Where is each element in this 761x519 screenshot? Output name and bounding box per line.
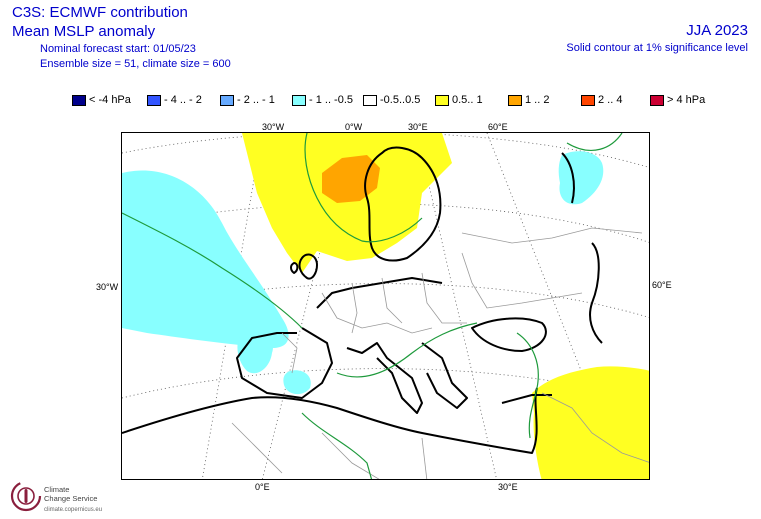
legend-item-minus2-minus1: - 2 .. - 1	[220, 94, 275, 108]
legend-swatch	[508, 94, 522, 106]
legend-swatch	[363, 94, 377, 106]
legend-item-2-4: 2 .. 4	[581, 94, 622, 108]
legend-swatch	[147, 94, 161, 106]
grid-label-top-30e: 30°E	[408, 122, 428, 132]
title-line-1: C3S: ECMWF contribution	[12, 4, 188, 21]
legend-item-05-1: 0.5.. 1	[435, 94, 483, 108]
significance-contour	[304, 133, 423, 243]
legend-label: > 4 hPa	[667, 94, 706, 107]
coastlines	[122, 146, 603, 454]
significance-note: Solid contour at 1% significance level	[566, 42, 748, 54]
legend-item-gt-4: > 4 hPa	[650, 94, 705, 108]
legend-label: - 2 .. - 1	[237, 94, 275, 107]
legend-swatch	[72, 94, 86, 106]
significance-contours	[122, 133, 623, 479]
legend-label: < -4 hPa	[89, 94, 131, 107]
ireland-coast	[290, 262, 299, 274]
legend-item-minus4-minus2: - 4 .. - 2	[147, 94, 202, 108]
positive-anomaly-region-middle-east	[532, 366, 649, 479]
c3s-logo-icon	[10, 480, 42, 512]
north-africa-coast	[122, 387, 538, 454]
legend-item-1-2: 1 .. 2	[508, 94, 549, 108]
legend-item-neutral: -0.5..0.5	[363, 94, 420, 108]
legend-swatch	[650, 94, 664, 106]
legend-item-minus1-minus05: - 1 .. -0.5	[292, 94, 353, 108]
legend-swatch	[220, 94, 234, 106]
border-line	[421, 272, 467, 324]
significance-contour	[566, 133, 623, 152]
significance-contour	[122, 212, 303, 329]
anomaly-map	[121, 132, 650, 480]
title-line-2: Mean MSLP anomaly	[12, 23, 156, 40]
copernicus-logo: Climate Change Service climate.copernicu…	[8, 476, 138, 516]
ensemble-size: Ensemble size = 51, climate size = 600	[40, 58, 231, 70]
positive-anomaly-region-north	[242, 133, 452, 273]
border-line	[321, 292, 433, 334]
border-line	[461, 227, 643, 244]
grid-label-top-30w: 30°W	[262, 122, 285, 132]
balkans-coast	[421, 342, 468, 409]
border-line	[381, 277, 403, 324]
grid-label-top-0w: 0°W	[345, 122, 363, 132]
north-coast-europe	[316, 277, 443, 309]
significance-contour	[336, 322, 478, 378]
negative-anomaly-region-mediterranean	[237, 331, 311, 395]
significance-contour	[301, 412, 373, 479]
logo-name-line-2: Change Service	[44, 494, 98, 503]
border-line	[541, 392, 649, 463]
caspian-coast	[589, 242, 603, 344]
legend-label: 1 .. 2	[525, 94, 550, 107]
grid-label-right-60e: 60°E	[652, 280, 672, 290]
legend-label: - 4 .. - 2	[164, 94, 202, 107]
border-line	[231, 422, 283, 474]
negative-anomaly-region-atlantic	[122, 170, 289, 348]
logo-name-line-1: Climate	[44, 485, 70, 494]
legend-label: -0.5..0.5	[380, 94, 421, 107]
legend-swatch	[435, 94, 449, 106]
grid-label-bottom-0e: 0°E	[255, 482, 270, 492]
legend-swatch	[581, 94, 595, 106]
grid-label-top-60e: 60°E	[488, 122, 508, 132]
scandinavia-coast	[364, 146, 442, 262]
grid-label-bottom-30e: 30°E	[498, 482, 518, 492]
legend-item-lt-minus4: < -4 hPa	[72, 94, 131, 108]
country-borders	[231, 227, 649, 479]
border-line	[461, 252, 583, 309]
negative-anomaly-region-russia	[558, 151, 604, 205]
iberia-coast	[236, 327, 333, 399]
legend-label: 2 .. 4	[598, 94, 623, 107]
border-line	[421, 437, 428, 479]
season-label: JJA 2023	[686, 22, 748, 39]
significance-contour	[516, 332, 539, 439]
border-line	[321, 432, 380, 479]
border-line	[351, 282, 358, 334]
britain-coast	[298, 253, 318, 280]
white-sea-coast	[561, 152, 575, 204]
italy-coast	[346, 342, 423, 414]
black-sea-coast	[471, 317, 547, 352]
legend-label: 0.5.. 1	[452, 94, 483, 107]
legend-swatch	[292, 94, 306, 106]
grid-label-left-30w: 30°W	[96, 282, 119, 292]
forecast-start: Nominal forecast start: 01/05/23	[40, 43, 196, 55]
legend-label: - 1 .. -0.5	[309, 94, 354, 107]
border-line	[281, 332, 298, 374]
logo-url: climate.copernicus.eu	[44, 507, 103, 513]
